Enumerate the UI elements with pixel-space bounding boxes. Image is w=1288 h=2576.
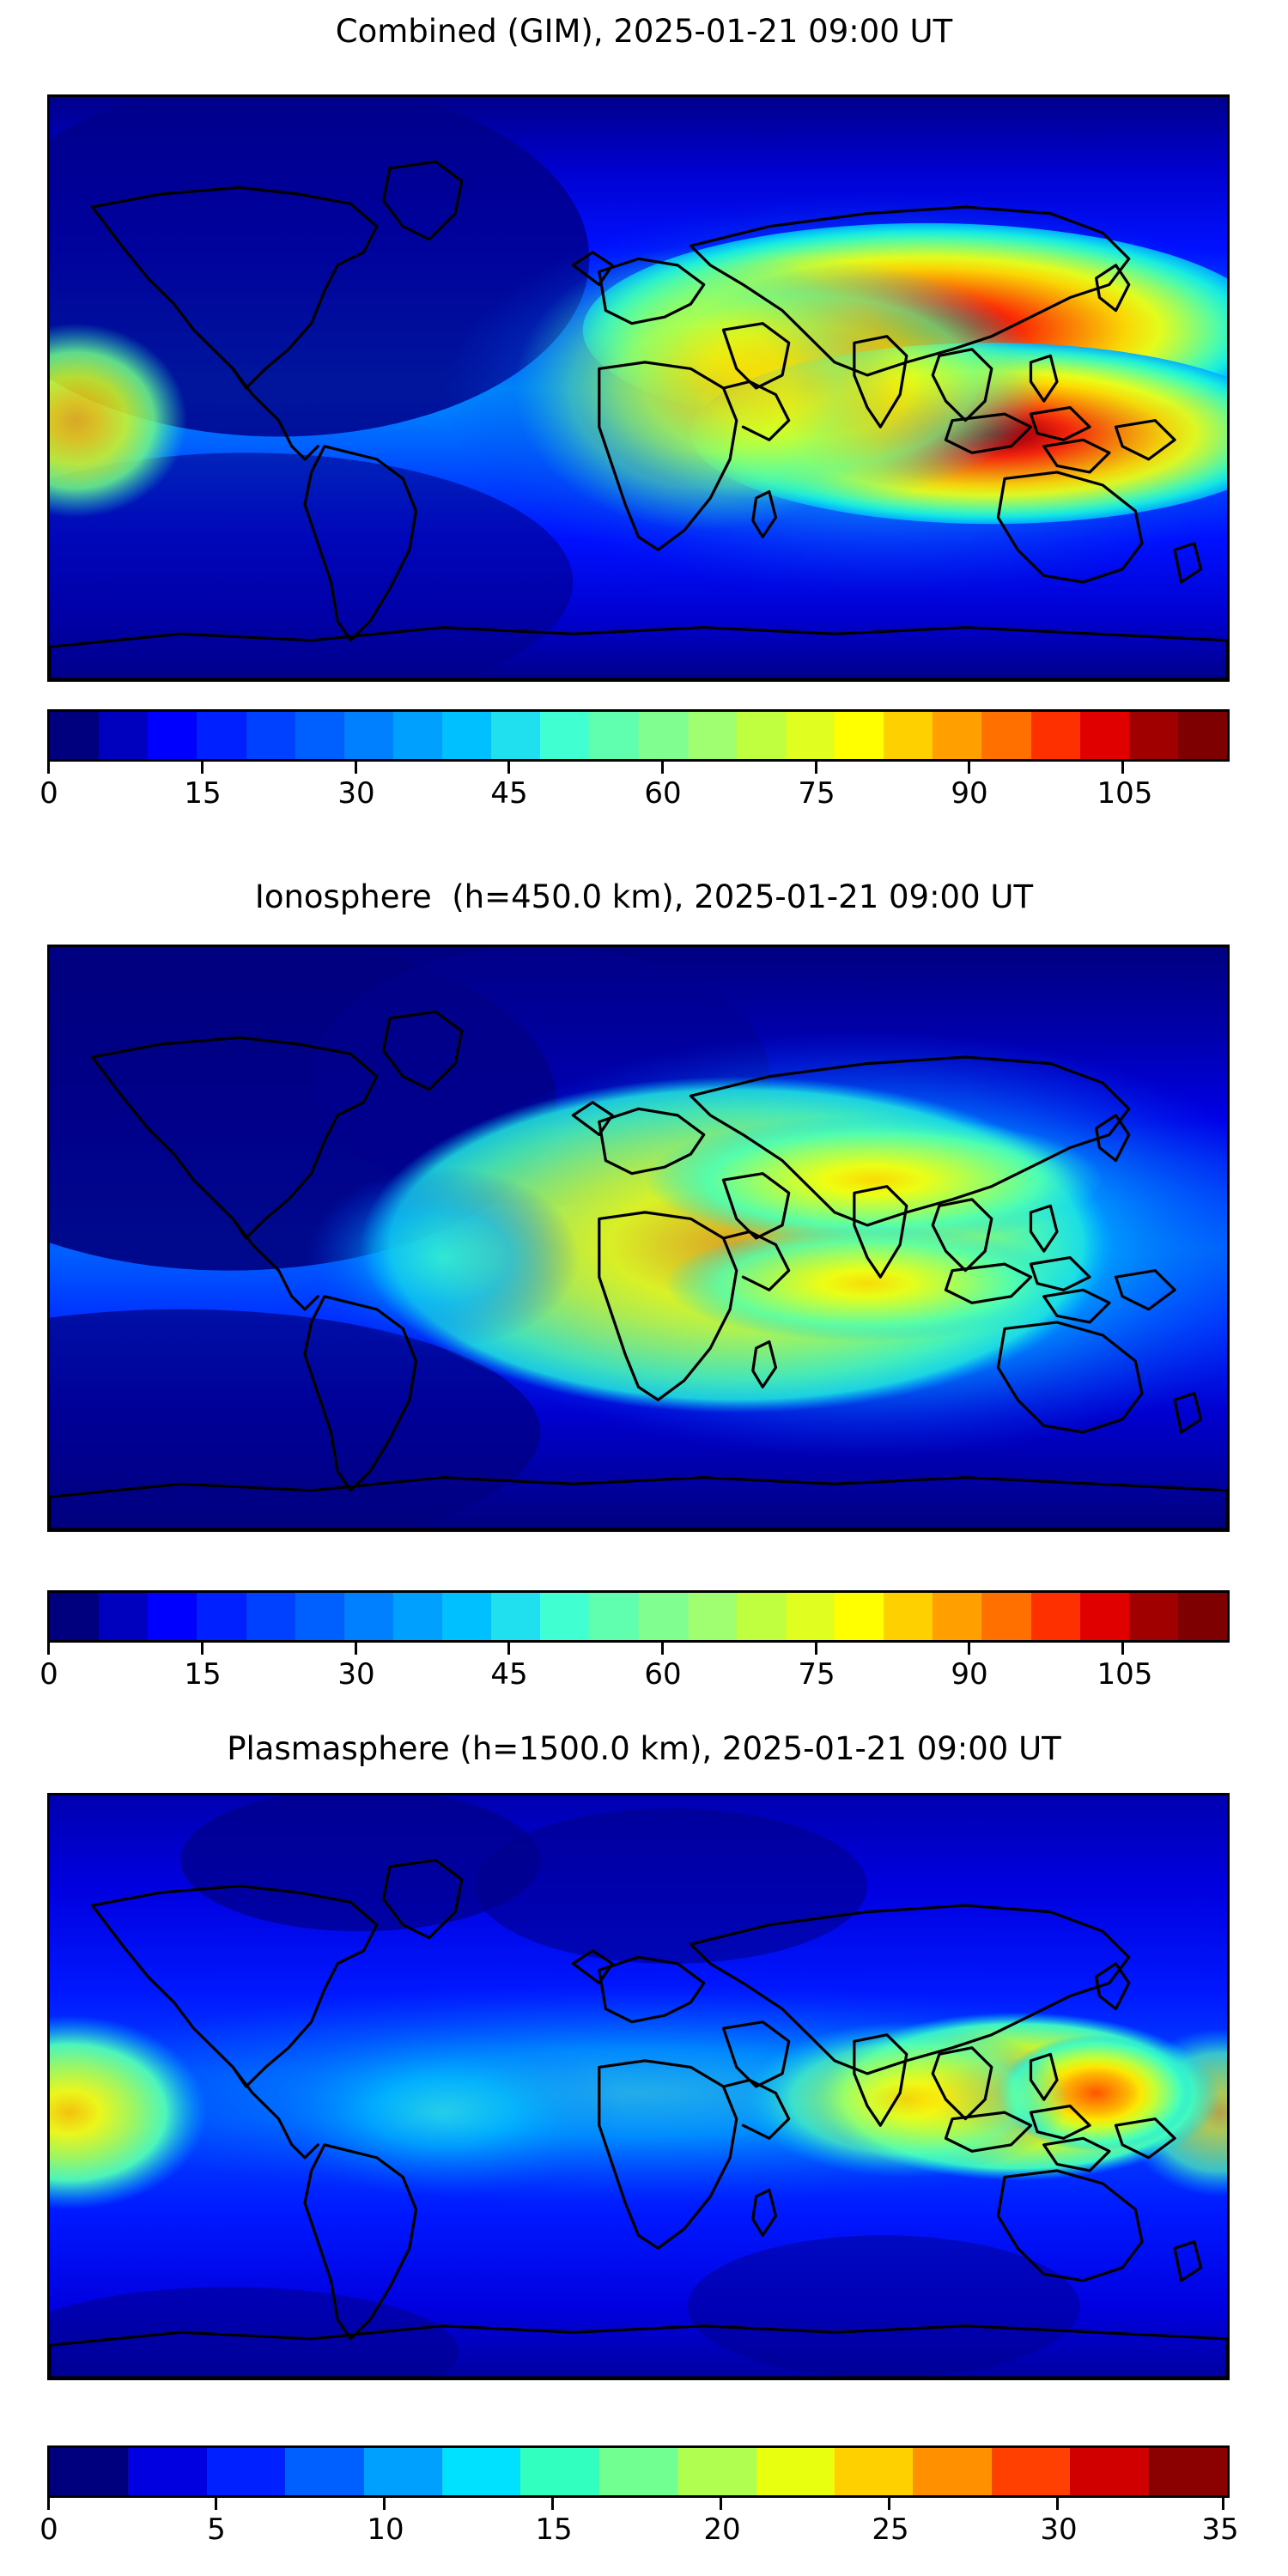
cbar-band — [884, 712, 933, 759]
cbar-band — [99, 712, 149, 759]
map-plasmasphere — [47, 1793, 1230, 2380]
cbar-ticklabel: 10 — [367, 2512, 404, 2547]
panel-title-plasmasphere: Plasmasphere (h=1500.0 km), 2025-01-21 0… — [227, 1730, 1061, 1767]
cbar-band — [687, 712, 737, 759]
panel-title-ionosphere: Ionosphere (h=450.0 km), 2025-01-21 09:0… — [254, 878, 1034, 915]
cbar-band — [50, 712, 100, 759]
cbar-band — [295, 712, 344, 759]
cbar-band — [638, 712, 688, 759]
cbar-ticklabel: 0 — [39, 2512, 58, 2547]
cbar-band — [736, 712, 786, 759]
cbar-band — [835, 712, 884, 759]
cbar-band — [392, 712, 442, 759]
cbar-ticklabel: 60 — [644, 1657, 682, 1692]
cbar-ticklabel: 75 — [798, 776, 835, 811]
cbar-ticklabel: 75 — [798, 1657, 835, 1692]
colorbar-ionosphere — [47, 1590, 1230, 1643]
cbar-ticklabel: 30 — [1040, 2512, 1078, 2547]
cbar-band — [1079, 712, 1129, 759]
cbar-band — [933, 712, 982, 759]
cbar-band — [197, 712, 246, 759]
cbar-ticklabel: 5 — [207, 2512, 226, 2547]
cbar-band — [148, 712, 197, 759]
colorbar-ticks-plasmasphere: 0 5 10 15 20 25 30 35 — [39, 2495, 1239, 2547]
cbar-ticklabel: 0 — [39, 1657, 58, 1692]
cbar-ticklabel: 60 — [644, 776, 682, 811]
cbar-band — [1128, 712, 1178, 759]
map-ionosphere — [47, 945, 1230, 1532]
cbar-ticklabel: 45 — [490, 1657, 528, 1692]
cbar-band — [343, 712, 393, 759]
cbar-ticklabel: 30 — [337, 1657, 375, 1692]
cbar-ticklabel: 15 — [535, 2512, 573, 2547]
map-combined-gim — [47, 94, 1230, 682]
cbar-ticklabel: 90 — [951, 1657, 988, 1692]
cbar-band — [1177, 712, 1227, 759]
cbar-band — [246, 712, 295, 759]
cbar-band — [589, 712, 639, 759]
cbar-ticklabel: 15 — [184, 1657, 222, 1692]
cbar-band — [1030, 712, 1080, 759]
cbar-ticklabel: 35 — [1201, 2512, 1239, 2547]
colorbar-plasmasphere — [47, 2445, 1230, 2498]
panel-title-combined-gim: Combined (GIM), 2025-01-21 09:00 UT — [335, 13, 953, 50]
cbar-ticklabel: 30 — [337, 776, 375, 811]
cbar-band — [981, 712, 1031, 759]
cbar-band — [540, 712, 590, 759]
cbar-band — [491, 712, 541, 759]
cbar-band — [442, 712, 492, 759]
cbar-ticklabel: 45 — [490, 776, 528, 811]
cbar-band — [785, 712, 835, 759]
cbar-ticklabel: 90 — [951, 776, 988, 811]
cbar-ticklabel: 0 — [39, 776, 58, 811]
colorbar-combined-gim — [47, 709, 1230, 762]
cbar-ticklabel: 20 — [703, 2512, 741, 2547]
colorbar-ticks-ionosphere: 0 15 30 45 60 75 90 105 — [39, 1640, 1224, 1692]
cbar-ticklabel: 25 — [872, 2512, 909, 2547]
cbar-ticklabel: 15 — [184, 776, 222, 811]
colorbar-ticks-combined-gim: 0 15 30 45 60 75 90 105 — [39, 759, 1224, 811]
cbar-ticklabel: 105 — [1097, 1657, 1153, 1692]
cbar-ticklabel: 105 — [1097, 776, 1153, 811]
